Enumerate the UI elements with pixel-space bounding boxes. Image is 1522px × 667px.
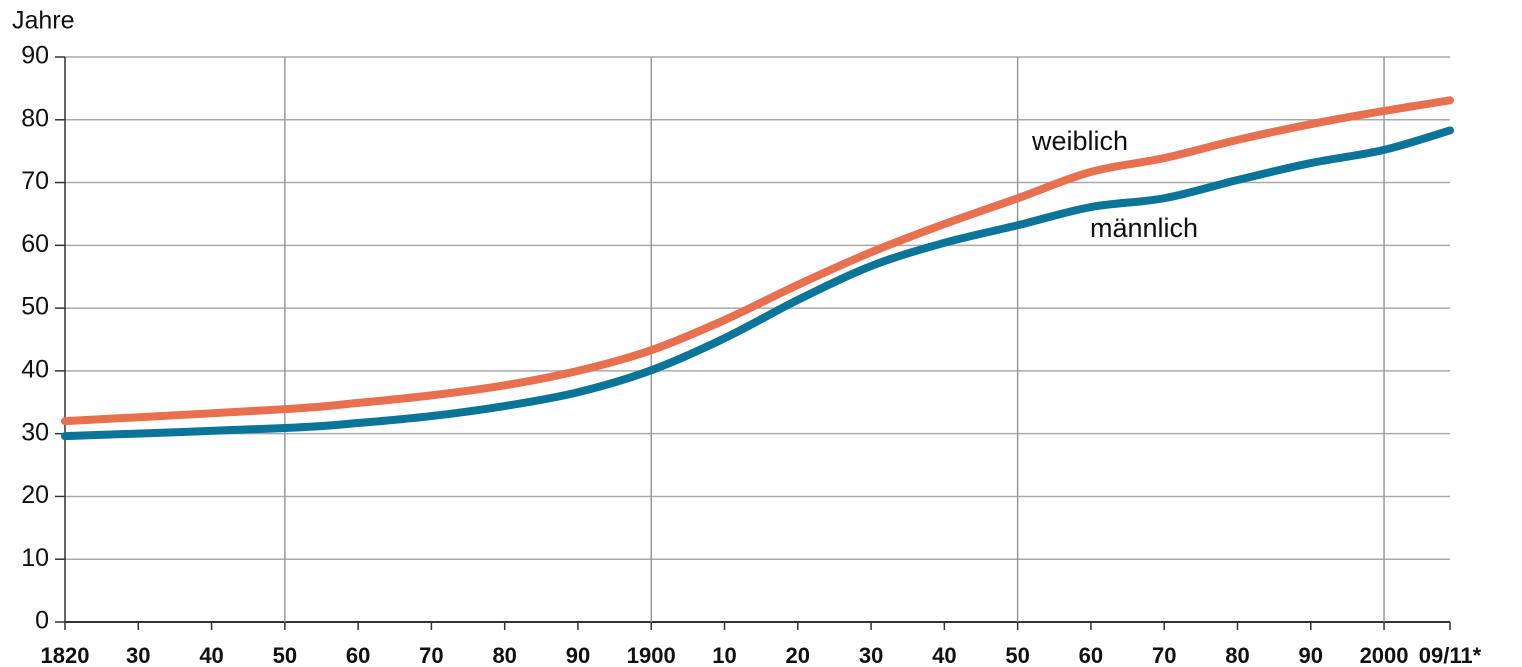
x-tick-label: 90	[566, 643, 590, 667]
x-tick-label: 1820	[41, 643, 90, 667]
y-tick-label: 20	[21, 481, 49, 509]
x-tick-label: 60	[1079, 643, 1103, 667]
y-tick-label: 80	[21, 104, 49, 132]
y-tick-label: 70	[21, 167, 49, 195]
y-tick-label: 90	[21, 42, 49, 70]
y-tick-label: 50	[21, 293, 49, 321]
x-tick-label: 30	[859, 643, 883, 667]
x-tick-label: 2000	[1360, 643, 1409, 667]
x-tick-label: 50	[273, 643, 297, 667]
x-tick-label: 40	[199, 643, 223, 667]
series-label: weiblich	[1031, 126, 1128, 156]
x-tick-label: 20	[786, 643, 810, 667]
x-tick-label: 09/11*	[1419, 643, 1482, 667]
y-axis-label: Jahre	[12, 7, 75, 35]
x-tick-label: 70	[419, 643, 443, 667]
y-tick-label: 60	[21, 230, 49, 258]
x-tick-label: 80	[492, 643, 516, 667]
line-series	[61, 126, 1454, 441]
x-tick-label: 60	[346, 643, 370, 667]
x-tick-label: 50	[1005, 643, 1029, 667]
x-tick-label: 90	[1299, 643, 1323, 667]
y-tick-label: 40	[21, 355, 49, 383]
y-tick-label: 10	[21, 544, 49, 572]
y-tick-label: 30	[21, 418, 49, 446]
x-tick-label: 80	[1225, 643, 1249, 667]
x-tick-label: 40	[932, 643, 956, 667]
x-tick-label: 70	[1152, 643, 1176, 667]
y-tick-label: 0	[35, 607, 49, 635]
series-label: männlich	[1090, 213, 1198, 243]
line-series	[61, 96, 1454, 426]
x-tick-label: 1900	[627, 643, 676, 667]
x-tick-label: 30	[126, 643, 150, 667]
x-tick-label: 10	[712, 643, 736, 667]
